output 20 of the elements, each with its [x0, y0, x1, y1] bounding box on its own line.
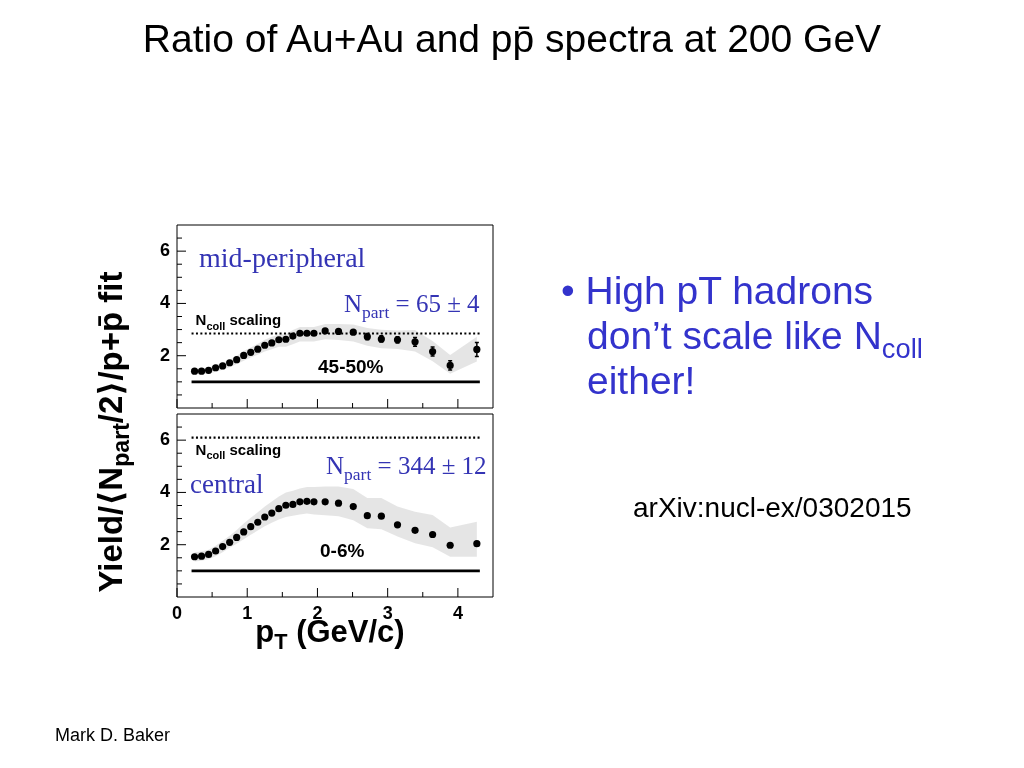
- y-tick-label: 6: [159, 429, 170, 450]
- text: Mark D. Baker: [55, 725, 171, 745]
- annotation: 0-6%: [320, 540, 365, 561]
- x-tick-label: 4: [452, 602, 463, 623]
- x-tick-label: 0: [171, 602, 183, 623]
- text: arXiv:nucl-ex/0302015: [633, 492, 912, 523]
- y-tick-label: 6: [159, 240, 170, 261]
- annotation: 45-50%: [318, 356, 384, 377]
- x-tick-label: 1: [242, 602, 253, 623]
- x-tick-label: 3: [382, 602, 393, 623]
- y-tick-label: 4: [159, 481, 170, 502]
- text: • High pT hadrons don’t scale like N$_{coll}$ either!: [561, 269, 923, 402]
- annotation: N$_{part}$ = 65 ± 4: [344, 290, 480, 322]
- y-tick-label: 2: [159, 533, 170, 554]
- annotation: N$_{part}$ = 344 ± 12: [326, 452, 487, 484]
- y-tick-label: 2: [159, 344, 170, 365]
- annotation: central: [190, 469, 264, 499]
- y-tick-label: 4: [159, 292, 170, 313]
- annotation: mid-peripheral: [199, 242, 366, 273]
- chart-title: Ratio of Au+Au and pp̄ spectra at 200 GeV: [141, 17, 883, 62]
